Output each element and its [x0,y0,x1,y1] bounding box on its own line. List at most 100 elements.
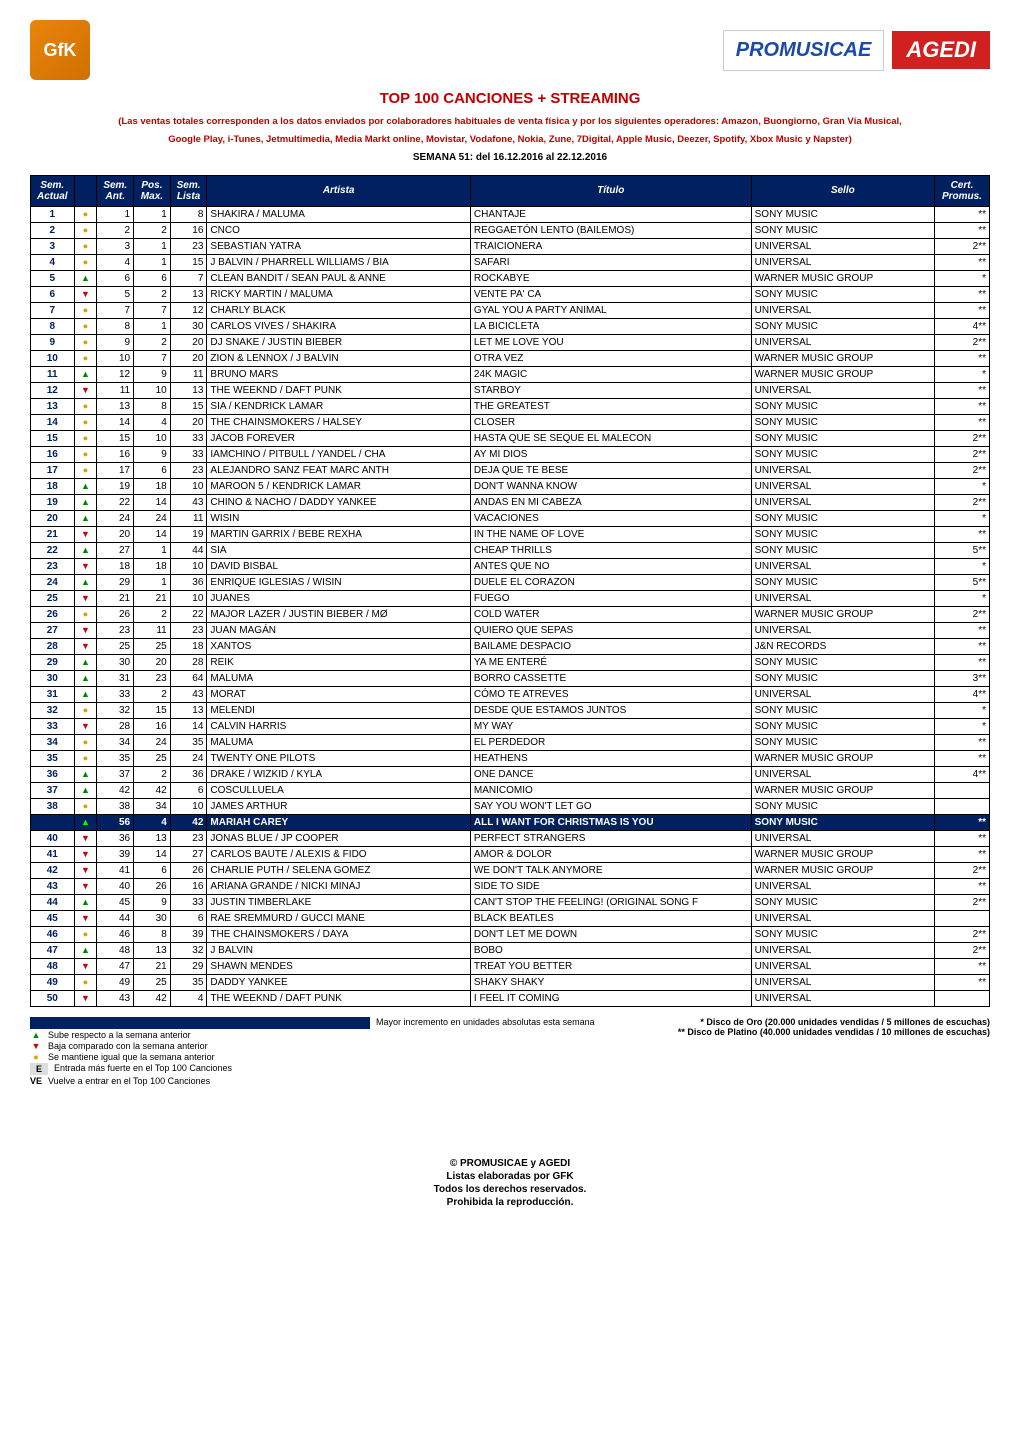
cell-label: SONY MUSIC [751,430,934,446]
cell-title: ANTES QUE NO [470,558,751,574]
cell-pos: 49 [31,974,75,990]
cell-label: SONY MUSIC [751,702,934,718]
cell-cert: 2** [934,494,989,510]
cell-ant: 14 [97,414,134,430]
cell-trend: ▲ [74,782,97,798]
cell-weeks: 6 [170,782,207,798]
cell-max: 2 [134,286,171,302]
cell-artist: THE WEEKND / DAFT PUNK [207,990,471,1006]
cell-pos: 44 [31,894,75,910]
cell-max: 7 [134,302,171,318]
cell-artist: J BALVIN / PHARRELL WILLIAMS / BIA [207,254,471,270]
cell-artist: ALEJANDRO SANZ FEAT MARC ANTH [207,462,471,478]
cell-ant: 16 [97,446,134,462]
table-row: 41▼391427CARLOS BAUTE / ALEXIS & FIDOAMO… [31,846,990,862]
cell-ant: 21 [97,590,134,606]
cell-artist: COSCULLUELA [207,782,471,798]
cell-weeks: 27 [170,846,207,862]
cell-ant: 6 [97,270,134,286]
cell-title: MY WAY [470,718,751,734]
cell-artist: DRAKE / WIZKID / KYLA [207,766,471,782]
cell-artist: DJ SNAKE / JUSTIN BIEBER [207,334,471,350]
cell-cert: ** [934,622,989,638]
cell-ant: 31 [97,670,134,686]
cell-label: UNIVERSAL [751,302,934,318]
cell-pos: 46 [31,926,75,942]
cell-trend: ▲ [74,670,97,686]
table-row: 15●151033JACOB FOREVERHASTA QUE SE SEQUE… [31,430,990,446]
right-logos: PROMUSICAE AGEDI [723,30,990,71]
cell-artist: RICKY MARTIN / MALUMA [207,286,471,302]
cell-cert: ** [934,654,989,670]
cell-max: 8 [134,398,171,414]
cell-pos: 35 [31,750,75,766]
cell-pos: 30 [31,670,75,686]
cell-cert: 2** [934,238,989,254]
cell-artist: CALVIN HARRIS [207,718,471,734]
cell-artist: SHAKIRA / MALUMA [207,206,471,222]
legend-ve-icon: VE [30,1076,42,1086]
agedi-logo: AGEDI [892,31,990,69]
cell-cert: ** [934,414,989,430]
cell-cert: ** [934,222,989,238]
cell-max: 4 [134,414,171,430]
cell-ant: 36 [97,830,134,846]
col-cert: Cert. Promus. [934,175,989,206]
cell-pos: 5 [31,270,75,286]
cell-title: BAILAME DESPACIO [470,638,751,654]
col-sem-ant: Sem. Ant. [97,175,134,206]
cell-trend: ● [74,606,97,622]
cell-max: 7 [134,350,171,366]
cell-max: 23 [134,670,171,686]
legend-entrada: Entrada más fuerte en el Top 100 Cancion… [54,1063,595,1073]
cell-pos: 33 [31,718,75,734]
col-sem-lista: Sem. Lista [170,175,207,206]
cell-trend: ● [74,222,97,238]
cell-ant: 5 [97,286,134,302]
cell-label: WARNER MUSIC GROUP [751,750,934,766]
cell-cert: ** [934,302,989,318]
cell-label: UNIVERSAL [751,590,934,606]
cell-artist: MALUMA [207,670,471,686]
table-row: 13●13815SIA / KENDRICK LAMARTHE GREATEST… [31,398,990,414]
cell-label: UNIVERSAL [751,382,934,398]
cell-trend: ● [74,238,97,254]
legend-mantiene: Se mantiene igual que la semana anterior [48,1052,595,1062]
cell-cert: ** [934,750,989,766]
table-row: 9●9220DJ SNAKE / JUSTIN BIEBERLET ME LOV… [31,334,990,350]
cell-ant: 24 [97,510,134,526]
cell-max: 30 [134,910,171,926]
promusicae-logo: PROMUSICAE [723,30,885,71]
cell-max: 9 [134,366,171,382]
cell-weeks: 10 [170,590,207,606]
cell-label: SONY MUSIC [751,398,934,414]
cell-weeks: 64 [170,670,207,686]
legend-down-icon: ▼ [30,1041,42,1051]
col-sello: Sello [751,175,934,206]
cell-max: 25 [134,750,171,766]
cell-max: 26 [134,878,171,894]
cell-label: SONY MUSIC [751,894,934,910]
cell-ant: 9 [97,334,134,350]
cell-artist: WISIN [207,510,471,526]
legend-vuelve: Vuelve a entrar en el Top 100 Canciones [48,1076,595,1086]
cell-artist: CARLOS VIVES / SHAKIRA [207,318,471,334]
cell-trend: ● [74,926,97,942]
cell-label: UNIVERSAL [751,910,934,926]
cell-title: DEJA QUE TE BESE [470,462,751,478]
cell-ant: 43 [97,990,134,1006]
cell-ant: 20 [97,526,134,542]
cell-pos: 17 [31,462,75,478]
page-title: TOP 100 CANCIONES + STREAMING [30,90,990,107]
cell-artist: SHAWN MENDES [207,958,471,974]
cell-weeks: 7 [170,270,207,286]
cell-pos: 38 [31,798,75,814]
cell-trend: ▲ [74,494,97,510]
cell-title: REGGAETÓN LENTO (BAILEMOS) [470,222,751,238]
cell-ant: 18 [97,558,134,574]
cell-title: SHAKY SHAKY [470,974,751,990]
cell-max: 14 [134,494,171,510]
cell-cert: ** [934,958,989,974]
cell-ant: 28 [97,718,134,734]
cell-ant: 13 [97,398,134,414]
